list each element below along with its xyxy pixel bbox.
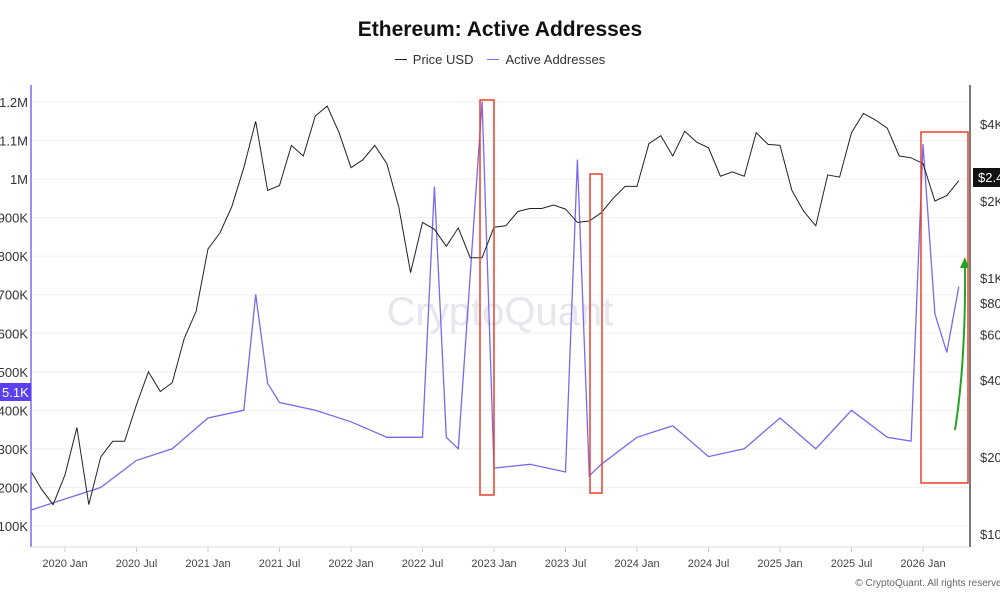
right-tick-label: $2K bbox=[980, 194, 1000, 209]
x-tick-label: 2022 Jan bbox=[328, 558, 373, 570]
legend-item-active-addresses[interactable]: Active Addresses bbox=[487, 52, 605, 67]
x-tick-label: 2025 Jan bbox=[757, 558, 802, 570]
left-tick-label: 1M bbox=[10, 172, 28, 187]
x-tick-label: 2024 Jul bbox=[688, 558, 730, 570]
legend: Price USD Active Addresses bbox=[0, 52, 1000, 67]
svg-text:5.1K: 5.1K bbox=[2, 385, 29, 400]
highlight-box-2026 bbox=[920, 131, 969, 484]
left-tick-label: 500K bbox=[0, 365, 28, 380]
copyright: © CryptoQuant. All rights reserved. bbox=[855, 578, 1000, 589]
left-tick-label: 100K bbox=[0, 519, 28, 534]
left-tick-label: 700K bbox=[0, 288, 28, 303]
trend-arrow-head-icon bbox=[960, 257, 969, 268]
watermark: CryptoQuant bbox=[387, 290, 614, 334]
right-current-badge: $2.4K bbox=[973, 168, 1000, 187]
right-tick-label: $100 bbox=[980, 527, 1000, 542]
x-tick-label: 2022 Jul bbox=[402, 558, 444, 570]
left-tick-label: 200K bbox=[0, 480, 28, 495]
highlight-box-2023-aug bbox=[589, 173, 603, 494]
grid bbox=[31, 101, 969, 527]
left-tick-label: 1.1M bbox=[0, 134, 28, 149]
right-tick-label: $600 bbox=[980, 328, 1000, 343]
x-tick-label: 2026 Jan bbox=[900, 558, 945, 570]
legend-label-active-addresses: Active Addresses bbox=[505, 52, 606, 67]
x-tick-label: 2021 Jul bbox=[259, 558, 301, 570]
x-tick-label: 2021 Jan bbox=[185, 558, 230, 570]
legend-swatch-active-addresses bbox=[487, 58, 500, 61]
x-tick-label: 2025 Jul bbox=[831, 558, 873, 570]
x-tick-label: 2024 Jan bbox=[614, 558, 659, 570]
right-tick-label: $1K bbox=[980, 271, 1000, 286]
chart-title: Ethereum: Active Addresses bbox=[357, 18, 643, 41]
legend-swatch-price bbox=[394, 58, 407, 61]
left-tick-label: 400K bbox=[0, 403, 28, 418]
left-tick-label: 900K bbox=[0, 211, 28, 226]
left-tick-label: 1.2M bbox=[0, 95, 28, 110]
right-tick-label: $4K bbox=[980, 117, 1000, 132]
legend-label-price: Price USD bbox=[412, 52, 474, 67]
left-tick-label: 300K bbox=[0, 442, 28, 457]
series-line-active-addresses bbox=[31, 101, 960, 511]
right-tick-label: $800 bbox=[980, 296, 1000, 311]
right-tick-label: $200 bbox=[980, 450, 1000, 465]
x-tick-label: 2020 Jan bbox=[42, 558, 87, 570]
x-tick-label: 2023 Jul bbox=[545, 558, 587, 570]
right-tick-label: $400 bbox=[980, 373, 1000, 388]
x-tick-label: 2023 Jan bbox=[471, 558, 516, 570]
left-tick-label: 800K bbox=[0, 249, 28, 264]
annotations bbox=[479, 99, 969, 496]
x-tick-label: 2020 Jul bbox=[116, 558, 158, 570]
legend-item-price[interactable]: Price USD bbox=[394, 52, 474, 67]
series-line-price-usd bbox=[31, 105, 960, 506]
highlight-box-2023-jan bbox=[479, 99, 495, 496]
svg-text:$2.4K: $2.4K bbox=[978, 170, 1000, 185]
left-tick-label: 600K bbox=[0, 326, 28, 341]
left-current-badge: 5.1K bbox=[0, 383, 31, 401]
trend-arrow bbox=[954, 261, 967, 431]
